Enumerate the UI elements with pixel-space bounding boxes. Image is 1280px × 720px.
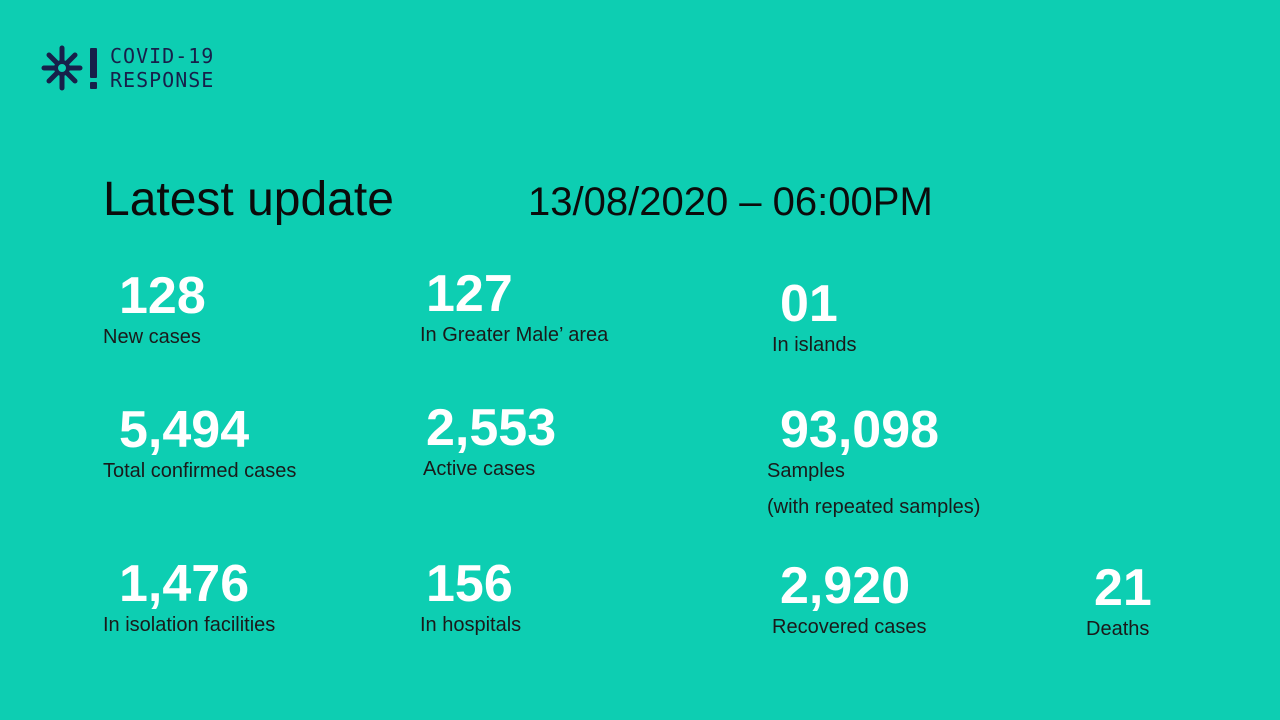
stat-total-confirmed: 5,494 Total confirmed cases (103, 402, 296, 484)
logo-text: COVID-19 RESPONSE (110, 44, 214, 92)
stat-value: 01 (780, 275, 838, 333)
stat-label: Deaths (1086, 618, 1150, 640)
update-datetime: 13/08/2020 – 06:00PM (528, 180, 933, 224)
snowflake-exclamation-icon (41, 45, 97, 91)
stat-value: 127 (426, 265, 513, 323)
stat-samples: 93,098 Samples (with repeated samples) (767, 402, 980, 520)
stat-recovered: 2,920 Recovered cases (772, 558, 927, 640)
stat-label: In islands (772, 334, 857, 356)
stat-label: Active cases (423, 458, 536, 480)
stat-hospitals: 156 In hospitals (420, 556, 521, 638)
stat-value: 2,553 (426, 399, 557, 457)
stat-label: Samples (767, 460, 845, 482)
stat-value: 93,098 (780, 401, 940, 459)
stat-label: Total confirmed cases (103, 460, 297, 482)
stat-greater-male: 127 In Greater Male’ area (420, 266, 608, 348)
logo-line-1: COVID-19 (110, 44, 215, 68)
stat-label: New cases (103, 326, 201, 348)
stat-label: Recovered cases (772, 616, 927, 638)
stat-islands: 01 In islands (772, 276, 857, 358)
stat-label: In Greater Male’ area (420, 324, 609, 346)
stat-deaths: 21 Deaths (1086, 560, 1152, 642)
stat-value: 5,494 (119, 401, 250, 459)
stat-active: 2,553 Active cases (423, 400, 556, 482)
stat-label: In hospitals (420, 614, 522, 636)
logo: COVID-19 RESPONSE (40, 42, 214, 94)
stat-isolation: 1,476 In isolation facilities (103, 556, 275, 638)
stat-new-cases: 128 New cases (103, 268, 206, 350)
stat-value: 2,920 (780, 557, 911, 615)
stat-value: 21 (1094, 559, 1152, 617)
stat-value: 156 (426, 555, 513, 613)
page-title: Latest update (103, 173, 394, 226)
stat-sublabel: (with repeated samples) (767, 496, 981, 518)
stat-label: In isolation facilities (103, 614, 276, 636)
stat-value: 128 (119, 267, 206, 325)
logo-line-2: RESPONSE (110, 68, 215, 92)
stat-value: 1,476 (119, 555, 250, 613)
